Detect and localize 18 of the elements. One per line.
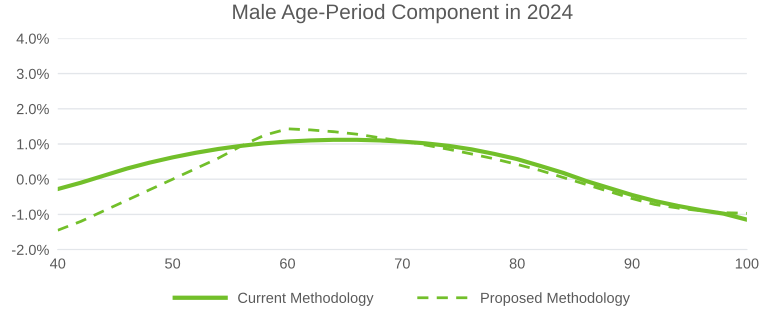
x-tick-label: 40: [50, 258, 66, 269]
x-tick-label: 90: [624, 258, 640, 269]
x-tick-label: 50: [165, 258, 180, 269]
x-tick-label: 60: [280, 258, 296, 269]
x-tick-label: 100: [736, 258, 758, 269]
x-tick-label: 80: [510, 258, 525, 269]
y-tick-label: 0.0%: [16, 174, 49, 185]
line-series: [58, 127, 747, 232]
legend-label: Proposed Methodology: [481, 292, 630, 306]
y-tick-label: -2.0%: [12, 244, 49, 256]
y-tick-label: 2.0%: [16, 104, 49, 114]
y-tick-label: 4.0%: [16, 34, 49, 44]
y-tick-label: 3.0%: [16, 68, 49, 80]
y-tick-label: 1.0%: [17, 139, 49, 150]
x-tick-label: 70: [394, 258, 410, 269]
y-tick-label: -1.0%: [12, 210, 49, 220]
chart-title: Male Age-Period Component in 2024: [233, 4, 573, 24]
legend-label: Current Methodology: [238, 292, 374, 306]
